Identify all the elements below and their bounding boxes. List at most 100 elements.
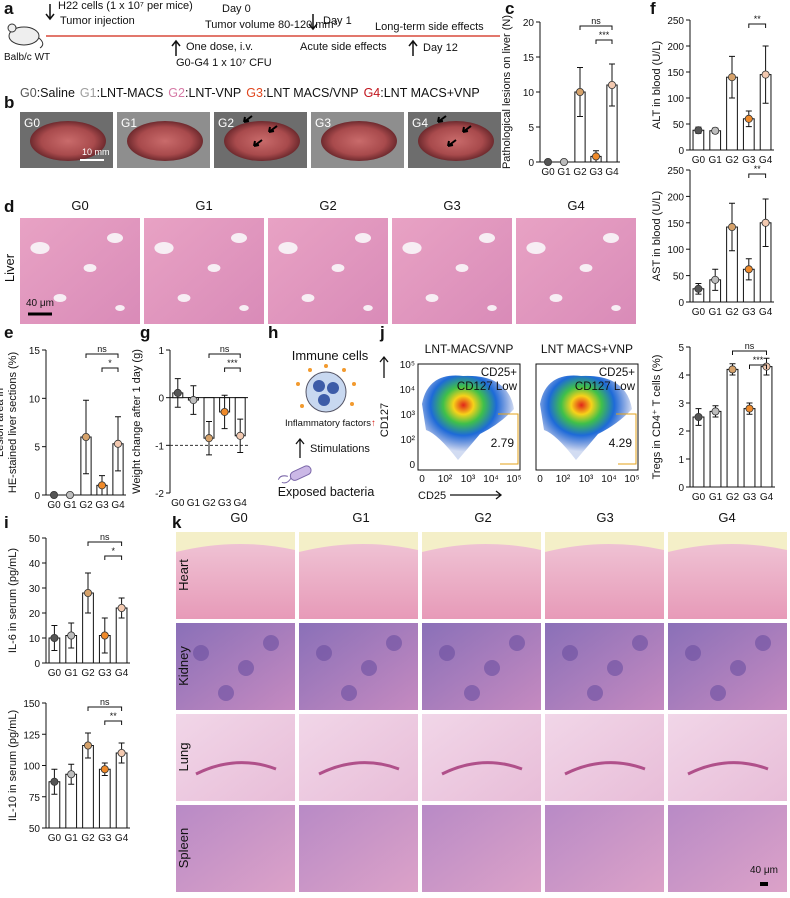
tissue-feature <box>668 532 787 552</box>
photo-label: G1 <box>121 116 137 130</box>
x-tick-label: G4 <box>115 833 129 844</box>
vessel <box>402 242 422 254</box>
y-axis-label: Pathological lesions on liver (N) <box>501 15 513 169</box>
liver-photos: G0 G1 G2 G3 G4 10 mm <box>20 112 501 168</box>
y-tick-label: 15 <box>523 53 535 64</box>
gate-label: CD25+ <box>481 367 517 379</box>
mean-point <box>117 604 126 613</box>
mean-point <box>66 490 75 499</box>
y-tick-label: 150 <box>23 699 40 710</box>
flow-x-tick: 0 <box>537 474 543 485</box>
x-tick-label: G0 <box>692 492 706 503</box>
x-tick-label: G4 <box>759 155 773 166</box>
column-label: G3 <box>443 198 460 213</box>
mean-point <box>50 634 59 643</box>
x-tick-label: G3 <box>742 307 756 318</box>
gate <box>616 413 637 465</box>
flow-plots: LNT-MACS/VNP CD25+ CD127 Low 2.79 0 10² 10³ 10⁴… <box>400 342 640 485</box>
x-tick-label: G3 <box>743 492 757 503</box>
panel-letter: g <box>140 323 150 342</box>
tissue-image <box>299 714 418 801</box>
mean-point <box>67 770 76 779</box>
significance-bracket <box>732 350 767 355</box>
vessel <box>301 294 315 302</box>
tissue-image <box>176 623 295 710</box>
x-tick-label: G3 <box>742 155 756 166</box>
panel-letter: j <box>379 323 385 342</box>
mean-point <box>98 481 107 490</box>
y-tick-label: 50 <box>673 120 685 131</box>
x-tick-label: G4 <box>111 500 125 511</box>
tissue-feature <box>218 685 234 701</box>
arrow-marker <box>447 139 457 147</box>
y-tick-label: 150 <box>667 219 684 230</box>
mean-point <box>189 396 198 405</box>
y-tick-label: -1 <box>155 441 164 452</box>
panel-letter: h <box>268 323 278 342</box>
mean-point <box>67 631 76 640</box>
mean-point <box>114 439 123 448</box>
arrow <box>171 39 181 56</box>
legend-group: G1 <box>80 86 97 100</box>
y-tick-label: 50 <box>29 824 41 835</box>
y-tick-label: 250 <box>667 166 684 177</box>
y-tick-label: 10 <box>523 88 535 99</box>
y-tick-label: 1 <box>158 346 164 357</box>
panel-letter: e <box>4 323 13 342</box>
scale-label: 10 mm <box>82 147 110 157</box>
mean-point <box>728 365 737 374</box>
tissue-feature <box>316 645 332 661</box>
legend-text: :LNT-VNP <box>185 86 241 100</box>
y-tick-label: 2 <box>678 427 684 438</box>
row-label: Heart <box>176 559 191 591</box>
tissue-feature <box>439 645 455 661</box>
tissue-image <box>176 714 295 801</box>
tissue-feature <box>687 761 769 776</box>
liver <box>321 121 397 161</box>
row-label: Spleen <box>176 828 191 868</box>
tissue-feature <box>176 532 295 552</box>
x-tick-label: G2 <box>573 167 587 178</box>
y-tick-label: 30 <box>29 584 41 595</box>
column-label: G1 <box>352 510 369 525</box>
x-tick-label: G3 <box>95 500 109 511</box>
x-tick-label: G3 <box>218 498 232 509</box>
vessel <box>331 264 345 272</box>
flow-x-tick: 10⁵ <box>624 474 639 485</box>
y-tick-label: 200 <box>667 192 684 203</box>
significance-label: ** <box>754 14 762 24</box>
flow-x-tick: 10² <box>556 474 571 485</box>
liver <box>30 121 106 161</box>
scale-label: 40 μm <box>26 298 54 309</box>
significance-bracket <box>749 364 767 369</box>
significance-label: ns <box>100 532 110 542</box>
vessel <box>231 233 247 243</box>
mech-arrow: ↑ <box>371 418 376 429</box>
tissue-feature <box>238 660 254 676</box>
mouse-label: Balb/c WT <box>4 52 50 63</box>
y-axis-label: Lesion area in <box>0 388 6 457</box>
flow-x-label: CD25 <box>418 490 446 502</box>
significance-bracket <box>87 541 123 546</box>
panel-letter: c <box>505 0 514 18</box>
mean-point <box>560 157 569 166</box>
panel-letter: b <box>4 93 14 112</box>
mech-text: Stimulations <box>310 443 370 455</box>
y-tick-label: 3 <box>678 399 684 410</box>
legend-group: G4 <box>364 86 381 100</box>
mean-point <box>84 589 93 598</box>
x-tick-label: G1 <box>557 167 571 178</box>
vessel <box>154 242 174 254</box>
tissue-feature <box>318 761 400 776</box>
mean-point <box>694 284 703 293</box>
x-tick-label: G4 <box>234 498 248 509</box>
timeline-text: One dose, i.v. <box>186 41 253 53</box>
legend-text: :LNT MACS+VNP <box>380 86 479 100</box>
flow-y-tick: 10² <box>401 435 416 446</box>
tissue-image <box>176 805 295 892</box>
tissue-feature <box>685 645 701 661</box>
legend-text: :LNT MACS/VNP <box>263 86 359 100</box>
significance-bracket <box>208 353 241 358</box>
vessel <box>355 233 371 243</box>
y-tick-label: 200 <box>667 42 684 53</box>
